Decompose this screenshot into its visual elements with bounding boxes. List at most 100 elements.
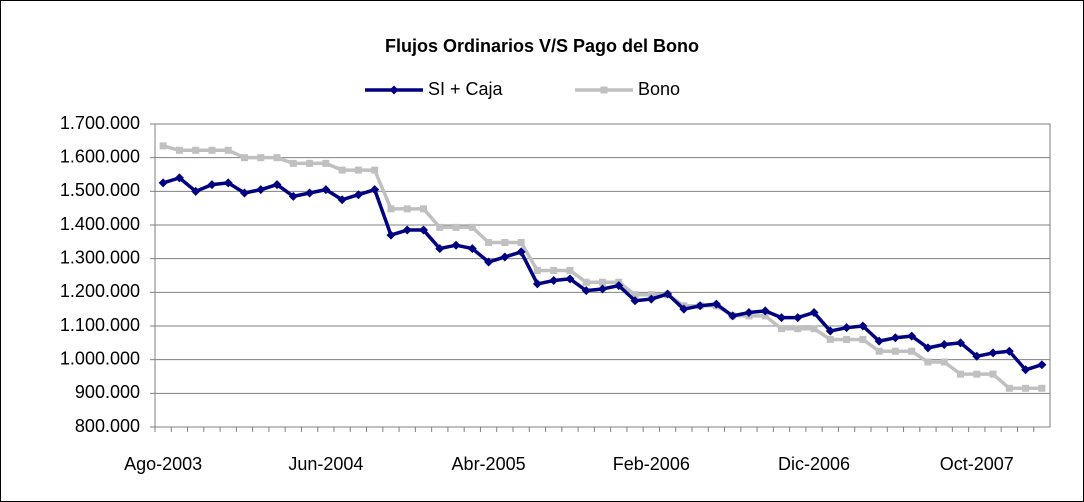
point xyxy=(793,313,803,323)
point xyxy=(370,185,380,195)
point xyxy=(305,188,315,198)
point xyxy=(939,340,949,350)
point xyxy=(175,146,183,154)
point xyxy=(257,154,265,162)
point xyxy=(760,306,770,316)
point xyxy=(581,286,591,296)
point xyxy=(972,351,982,361)
y-tick-label: 1.700.000 xyxy=(60,113,140,133)
x-tick-label: Oct-2007 xyxy=(940,454,1014,474)
point xyxy=(435,244,445,254)
point xyxy=(679,304,689,314)
point xyxy=(353,190,363,200)
point xyxy=(306,159,314,167)
point xyxy=(859,335,867,343)
point xyxy=(565,274,575,284)
point xyxy=(1037,360,1047,370)
point xyxy=(273,154,281,162)
point xyxy=(338,166,346,174)
point xyxy=(516,247,526,257)
point xyxy=(891,347,899,355)
point xyxy=(695,301,705,311)
point xyxy=(809,308,819,318)
point xyxy=(875,347,883,355)
point xyxy=(500,252,510,262)
point xyxy=(874,336,884,346)
y-tick-label: 1.500.000 xyxy=(60,180,140,200)
point xyxy=(794,325,802,333)
x-tick-label: Jun-2004 xyxy=(288,454,363,474)
point xyxy=(630,296,640,306)
point xyxy=(826,335,834,343)
point xyxy=(322,159,330,167)
chart-title: Flujos Ordinarios V/S Pago del Bono xyxy=(385,36,699,56)
point xyxy=(468,223,476,231)
point xyxy=(386,230,396,240)
y-tick-label: 1.400.000 xyxy=(60,214,140,234)
legend-marker xyxy=(600,86,608,94)
point xyxy=(1004,346,1014,356)
point xyxy=(501,239,509,247)
point xyxy=(858,321,868,331)
point xyxy=(599,278,606,286)
point xyxy=(940,358,948,366)
point xyxy=(354,166,362,174)
point xyxy=(420,205,427,213)
point xyxy=(289,159,297,167)
point xyxy=(810,325,818,333)
point xyxy=(484,257,494,267)
point xyxy=(158,178,168,188)
point xyxy=(191,186,201,196)
x-tick-label: Feb-2006 xyxy=(613,454,690,474)
point xyxy=(923,343,933,353)
point xyxy=(614,281,624,291)
point xyxy=(842,323,852,333)
point xyxy=(419,225,428,235)
point xyxy=(159,142,167,150)
point xyxy=(241,154,248,162)
point xyxy=(598,284,607,294)
point xyxy=(192,146,200,154)
point xyxy=(387,205,395,213)
point xyxy=(272,180,282,190)
y-tick-label: 1.000.000 xyxy=(60,348,140,368)
point xyxy=(485,239,493,247)
point xyxy=(451,240,461,250)
point xyxy=(957,370,964,378)
point xyxy=(761,312,769,320)
point xyxy=(517,239,525,247)
legend-label: SI + Caja xyxy=(428,79,504,99)
x-tick-label: Dic-2006 xyxy=(778,454,850,474)
point xyxy=(956,338,965,348)
plot-border xyxy=(154,123,1051,428)
point xyxy=(223,178,233,188)
point xyxy=(288,191,298,201)
y-tick-label: 1.600.000 xyxy=(60,146,140,166)
point xyxy=(256,185,266,195)
point xyxy=(843,335,851,343)
point xyxy=(207,180,217,190)
legend-marker xyxy=(389,85,399,95)
point xyxy=(403,205,411,213)
point xyxy=(533,266,541,274)
point xyxy=(631,291,639,299)
y-tick-label: 900.000 xyxy=(75,382,140,402)
point xyxy=(744,308,754,318)
point xyxy=(1038,384,1046,392)
point xyxy=(550,266,558,274)
point xyxy=(549,276,559,286)
point xyxy=(436,223,444,231)
point xyxy=(663,289,673,299)
point xyxy=(566,266,574,274)
x-tick-label: Abr-2005 xyxy=(452,454,526,474)
point xyxy=(825,326,835,336)
y-tick-label: 1.200.000 xyxy=(60,281,140,301)
point xyxy=(467,244,477,254)
point xyxy=(777,313,786,323)
point xyxy=(890,333,900,343)
point xyxy=(728,311,738,321)
y-tick-label: 1.300.000 xyxy=(60,247,140,267)
point xyxy=(224,146,232,154)
point xyxy=(1021,365,1031,375)
